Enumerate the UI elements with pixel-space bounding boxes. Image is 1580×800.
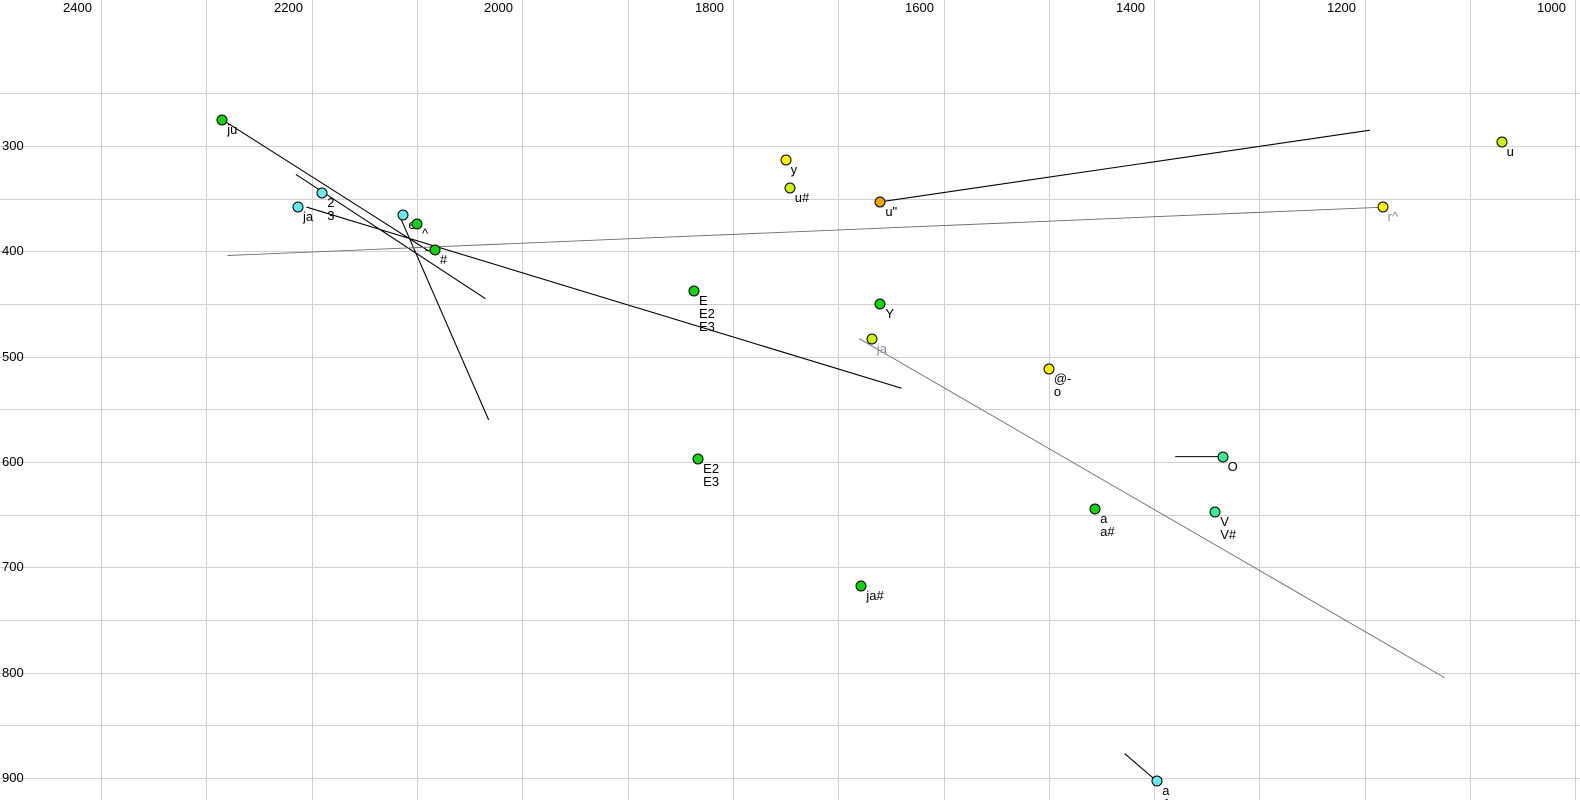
line-ju (221, 119, 428, 251)
line-flat (227, 206, 1386, 256)
x-tick-label: 1600 (905, 0, 934, 15)
y-tick-label: 700 (2, 559, 24, 574)
gridline-horizontal (0, 357, 1580, 358)
line-long (859, 338, 1445, 679)
y-tick-label: 800 (2, 665, 24, 680)
y-tick-label: 600 (2, 454, 24, 469)
x-tick-label: 2400 (63, 0, 92, 15)
y-tick-label: 300 (2, 138, 24, 153)
gridline-vertical (417, 0, 418, 800)
gridline-vertical (101, 0, 102, 800)
gridline-vertical (522, 0, 523, 800)
gridline-horizontal (0, 620, 1580, 621)
gridline-horizontal (0, 462, 1580, 463)
gridline-horizontal (0, 304, 1580, 305)
y-tick-label: 400 (2, 243, 24, 258)
gridline-horizontal (0, 725, 1580, 726)
line-ja-diag (306, 206, 902, 389)
gridline-horizontal (0, 199, 1580, 200)
gridline-vertical (628, 0, 629, 800)
gridline-horizontal (0, 567, 1580, 568)
gridline-vertical (1470, 0, 1471, 800)
gridline-vertical (838, 0, 839, 800)
gridline-horizontal (0, 778, 1580, 779)
gridline-horizontal (0, 93, 1580, 94)
x-tick-label: 1400 (1116, 0, 1145, 15)
gridline-vertical (206, 0, 207, 800)
gridline-vertical (1575, 0, 1576, 800)
x-tick-label: 2200 (274, 0, 303, 15)
line-steep (397, 212, 490, 421)
gridline-horizontal (0, 251, 1580, 252)
y-tick-label: 500 (2, 349, 24, 364)
gridline-vertical (1365, 0, 1366, 800)
line-A (1124, 753, 1155, 780)
gridline-horizontal (0, 515, 1580, 516)
gridline-vertical (1154, 0, 1155, 800)
gridline-vertical (312, 0, 313, 800)
gridline-vertical (1049, 0, 1050, 800)
gridline-horizontal (0, 146, 1580, 147)
y-tick-label: 900 (2, 770, 24, 785)
gridline-horizontal (0, 409, 1580, 410)
gridline-horizontal (0, 673, 1580, 674)
x-tick-label: 1200 (1327, 0, 1356, 15)
gridline-vertical (944, 0, 945, 800)
gridline-vertical (1259, 0, 1260, 800)
gridline-vertical (733, 0, 734, 800)
x-tick-label: 1000 (1537, 0, 1566, 15)
x-tick-label: 2000 (484, 0, 513, 15)
x-tick-label: 1800 (695, 0, 724, 15)
line-u2-up (880, 129, 1371, 203)
